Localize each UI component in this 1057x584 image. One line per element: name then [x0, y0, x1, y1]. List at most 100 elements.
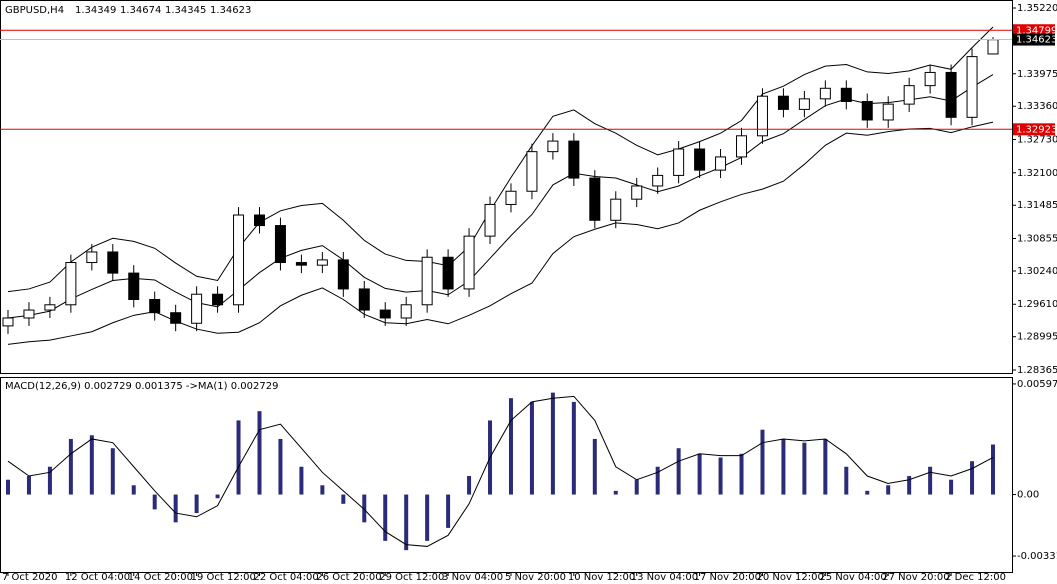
- candle-body: [421, 256, 433, 306]
- macd-bar: [592, 438, 597, 495]
- macd-bar: [6, 479, 10, 495]
- macd-bar: [425, 494, 430, 541]
- candle-body: [903, 85, 915, 105]
- candle-body: [86, 251, 98, 264]
- level-box: [1013, 24, 1055, 37]
- candle-body: [23, 309, 35, 319]
- macd-bar: [865, 490, 870, 495]
- candle-body: [505, 190, 517, 205]
- macd-bar: [215, 494, 220, 499]
- y-tick-label: 0.00597: [1017, 379, 1057, 390]
- x-tick-label: 17 Nov 20:00: [694, 572, 761, 583]
- macd-bar: [802, 442, 807, 495]
- x-tick-label: 26 Oct 20:00: [316, 572, 381, 583]
- bollinger-band: [7, 26, 994, 293]
- macd-bar: [928, 466, 933, 495]
- candle-body: [295, 262, 307, 266]
- x-tick-label: 20 Nov 12:00: [756, 572, 823, 583]
- y-tick-label: 1.28995: [1017, 332, 1057, 343]
- macd-bar: [467, 476, 472, 495]
- candle-body: [212, 293, 224, 306]
- candle-body: [442, 256, 454, 290]
- candle-body: [694, 148, 706, 171]
- candle-body: [610, 198, 622, 221]
- candle-body: [966, 56, 978, 118]
- candle-body: [987, 39, 999, 55]
- y-tick-label: 1.30855: [1017, 234, 1057, 245]
- candle-body: [274, 225, 286, 264]
- macd-bar: [907, 476, 912, 495]
- macd-bar: [257, 411, 262, 495]
- x-tick-label: 3 Nov 04:00: [442, 572, 503, 583]
- x-tick-label: 7 Oct 2020: [2, 572, 57, 583]
- candle-body: [652, 174, 664, 187]
- x-tick-label: 14 Oct 20:00: [128, 572, 193, 583]
- macd-bar: [571, 401, 576, 495]
- macd-pane: [0, 377, 1013, 573]
- y-tick-label: 1.33975: [1017, 69, 1057, 80]
- macd-bar: [676, 448, 681, 495]
- candle-body: [170, 312, 182, 324]
- candle-body: [840, 87, 852, 102]
- macd-bar: [634, 479, 639, 495]
- x-tick-label: 2 Dec 12:00: [945, 572, 1006, 583]
- candle-body: [400, 304, 412, 319]
- candle-body: [107, 251, 119, 274]
- level-box: [1013, 123, 1055, 136]
- x-tick-label: 12 Oct 04:00: [65, 572, 130, 583]
- symbol: GBPUSD,H4: [5, 5, 64, 16]
- x-tick-label: 13 Nov 04:00: [631, 572, 698, 583]
- macd-bar: [173, 494, 178, 523]
- macd-bar: [404, 494, 409, 551]
- candle-body: [631, 185, 643, 200]
- candle-body: [379, 309, 391, 319]
- level-label: 1.32923: [1016, 124, 1057, 135]
- macd-bar: [844, 466, 849, 495]
- macd-bar: [886, 485, 891, 495]
- x-tick-label: 29 Oct 12:00: [379, 572, 444, 583]
- candle-body: [589, 177, 601, 221]
- y-tick-label: 0.00: [1017, 490, 1039, 501]
- macd-bar: [383, 494, 388, 541]
- x-tick-label: 19 Oct 12:00: [191, 572, 256, 583]
- candle-body: [65, 262, 77, 306]
- candle-body: [484, 203, 496, 237]
- candle-body: [547, 140, 559, 153]
- candle-body: [526, 151, 538, 192]
- quote: 1.34349: [75, 5, 116, 16]
- candle-body: [2, 317, 14, 327]
- candle-body: [253, 214, 265, 227]
- candle-body: [924, 71, 936, 87]
- quote: 1.34623: [210, 5, 251, 16]
- x-tick-label: 5 Nov 20:00: [505, 572, 566, 583]
- candle-body: [358, 288, 370, 311]
- macd-bar: [949, 479, 954, 495]
- macd-bar: [320, 485, 325, 495]
- y-tick-label: 1.29610: [1017, 299, 1057, 310]
- candle-body: [798, 98, 810, 110]
- macd-bar: [508, 398, 513, 495]
- y-tick-label: 1.30240: [1017, 266, 1057, 277]
- macd-bar: [655, 466, 660, 495]
- macd-bar: [278, 438, 283, 495]
- macd-bar: [718, 457, 723, 495]
- level-label: 1.34623: [1016, 35, 1057, 46]
- macd-bar: [529, 401, 534, 495]
- candle-body: [861, 100, 873, 121]
- macd-bar: [131, 485, 136, 495]
- macd-bar: [26, 476, 31, 495]
- candle-body: [233, 214, 245, 306]
- macd-bar: [152, 494, 157, 510]
- candle-body: [777, 95, 789, 110]
- y-tick-label: 1.28365: [1017, 365, 1057, 376]
- level-label: 1.34799: [1016, 25, 1057, 36]
- macd-bar: [697, 453, 702, 495]
- price-pane: [0, 0, 1013, 374]
- macd-bar: [613, 490, 618, 495]
- macd-bar: [110, 448, 115, 495]
- candle-body: [945, 71, 957, 118]
- macd-bar: [739, 453, 744, 495]
- candle-body: [149, 298, 161, 314]
- macd-title: MACD(12,26,9) 0.002729 0.001375 ->MA(1) …: [5, 381, 278, 392]
